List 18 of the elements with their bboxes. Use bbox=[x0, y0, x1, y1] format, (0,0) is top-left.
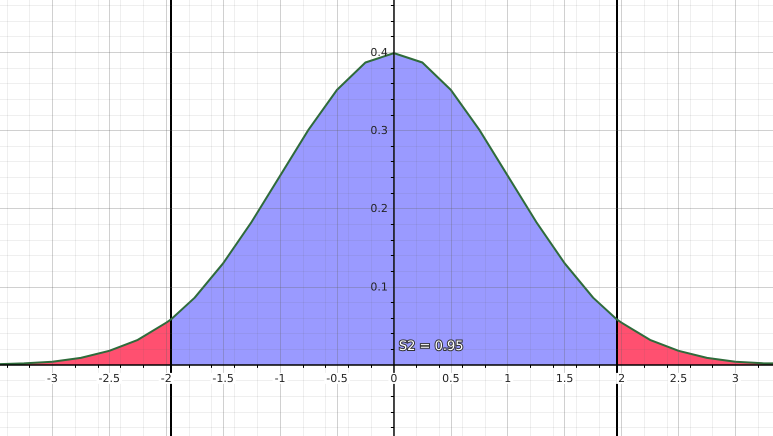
x-tick-label: -2 bbox=[160, 372, 172, 385]
x-tick-label: -3 bbox=[46, 372, 58, 385]
x-tick-label: 2 bbox=[618, 372, 626, 385]
x-tick-label: 0 bbox=[390, 372, 398, 385]
y-tick-label: 0.4 bbox=[370, 46, 388, 59]
y-tick-label: 0.2 bbox=[370, 202, 388, 216]
x-tick-label: 3 bbox=[732, 372, 739, 385]
x-tick-label: -0.5 bbox=[326, 372, 348, 385]
x-tick-label: -2.5 bbox=[98, 372, 120, 385]
x-tick-label: 2.5 bbox=[670, 372, 688, 385]
y-tick-label: 0.3 bbox=[370, 124, 388, 137]
annotation: S2 = 0.95 bbox=[398, 338, 464, 354]
x-tick-label: -1 bbox=[274, 372, 286, 385]
y-tick-label: 0.1 bbox=[370, 280, 388, 294]
x-tick-label: 0.5 bbox=[442, 372, 460, 385]
x-tick-label: 1 bbox=[504, 372, 512, 385]
x-tick-label: 1.5 bbox=[556, 372, 574, 385]
x-tick-label: -1.5 bbox=[212, 372, 234, 385]
